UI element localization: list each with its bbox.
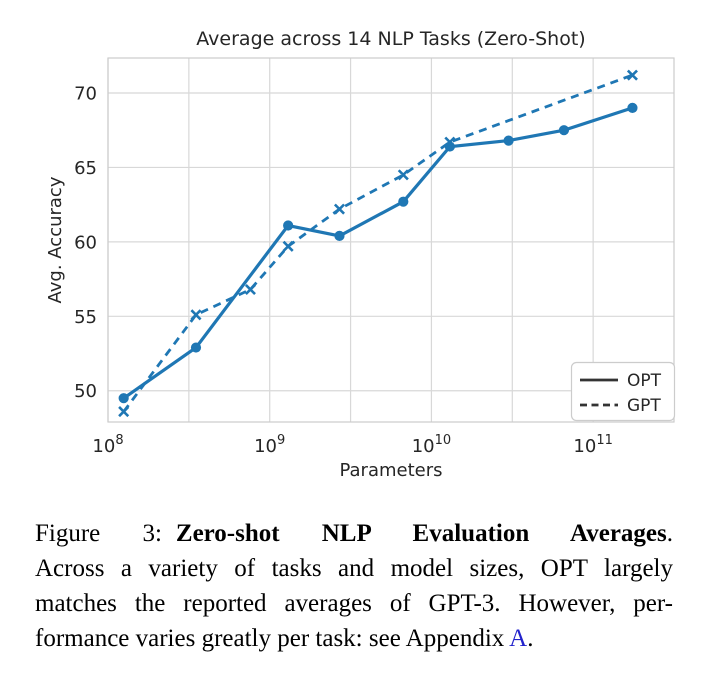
y-tick-label: 55 — [74, 307, 97, 328]
x-tick-label: 1011 — [573, 433, 612, 457]
caption-bold-title: Zero-shot NLP Evaluation Averages — [175, 520, 667, 547]
y-axis-tick-labels: 50 55 60 65 70 — [74, 83, 97, 402]
y-axis-label: Avg. Accuracy — [45, 176, 66, 303]
series-line-gpt — [122, 73, 633, 413]
data-point-gpt — [118, 406, 130, 418]
data-point-gpt — [444, 136, 456, 148]
plot-area-border — [107, 57, 675, 423]
series-line-opt — [122, 106, 633, 400]
caption-line-4-end: . — [527, 625, 534, 652]
caption-bold-suffix: . — [666, 520, 673, 547]
x-tick-label: 1010 — [412, 433, 451, 457]
data-point-gpt — [282, 240, 294, 252]
data-point-opt — [627, 102, 638, 113]
data-point-opt — [190, 342, 202, 353]
x-tick-label: 108 — [92, 433, 123, 457]
figure-caption: Figure 3: Zero-shot NLP Evaluation Averag… — [35, 516, 673, 656]
y-tick-label: 60 — [74, 232, 97, 253]
legend-gpt-label: GPT — [627, 396, 661, 416]
caption-line-2: Across a variety of tasks and model size… — [35, 555, 673, 582]
data-point-opt — [503, 135, 514, 146]
data-point-opt — [118, 393, 129, 404]
caption-line-3: matches the reported averages of GPT-3. … — [35, 590, 673, 617]
caption-line-1: Figure 3: Zero-shot NLP Evaluation Averag… — [35, 516, 673, 551]
x-axis-tick-labels: 108 109 1010 1011 — [92, 433, 612, 457]
appendix-link[interactable]: A — [509, 625, 528, 652]
data-point-opt — [558, 125, 570, 136]
y-tick-label: 65 — [74, 158, 97, 179]
y-tick-label: 70 — [74, 83, 97, 104]
x-axis-label: Parameters — [339, 460, 442, 481]
legend-opt-label: OPT — [627, 371, 662, 391]
legend: OPT GPT — [570, 361, 676, 422]
data-point-gpt — [397, 169, 409, 181]
y-tick-label: 50 — [74, 381, 97, 402]
caption-figure-label: Figure 3: — [35, 520, 162, 547]
caption-line-4: formance varies greatly per task: see Ap… — [35, 621, 673, 656]
data-point-opt — [334, 230, 345, 242]
data-point-gpt — [626, 69, 638, 81]
data-point-opt — [398, 196, 409, 207]
caption-line-4-text: formance varies greatly per task: see Ap… — [35, 625, 510, 652]
data-point-gpt — [190, 309, 202, 321]
data-series — [118, 69, 638, 418]
x-tick-label: 109 — [254, 433, 285, 457]
chart-title: Average across 14 NLP Tasks (Zero-Shot) — [196, 28, 585, 50]
data-point-opt — [283, 220, 294, 231]
data-point-gpt — [333, 203, 345, 215]
data-point-gpt — [244, 283, 256, 296]
chart: 50 55 60 65 70 108 109 1010 1011 OPT GPT Averag… — [45, 28, 676, 481]
